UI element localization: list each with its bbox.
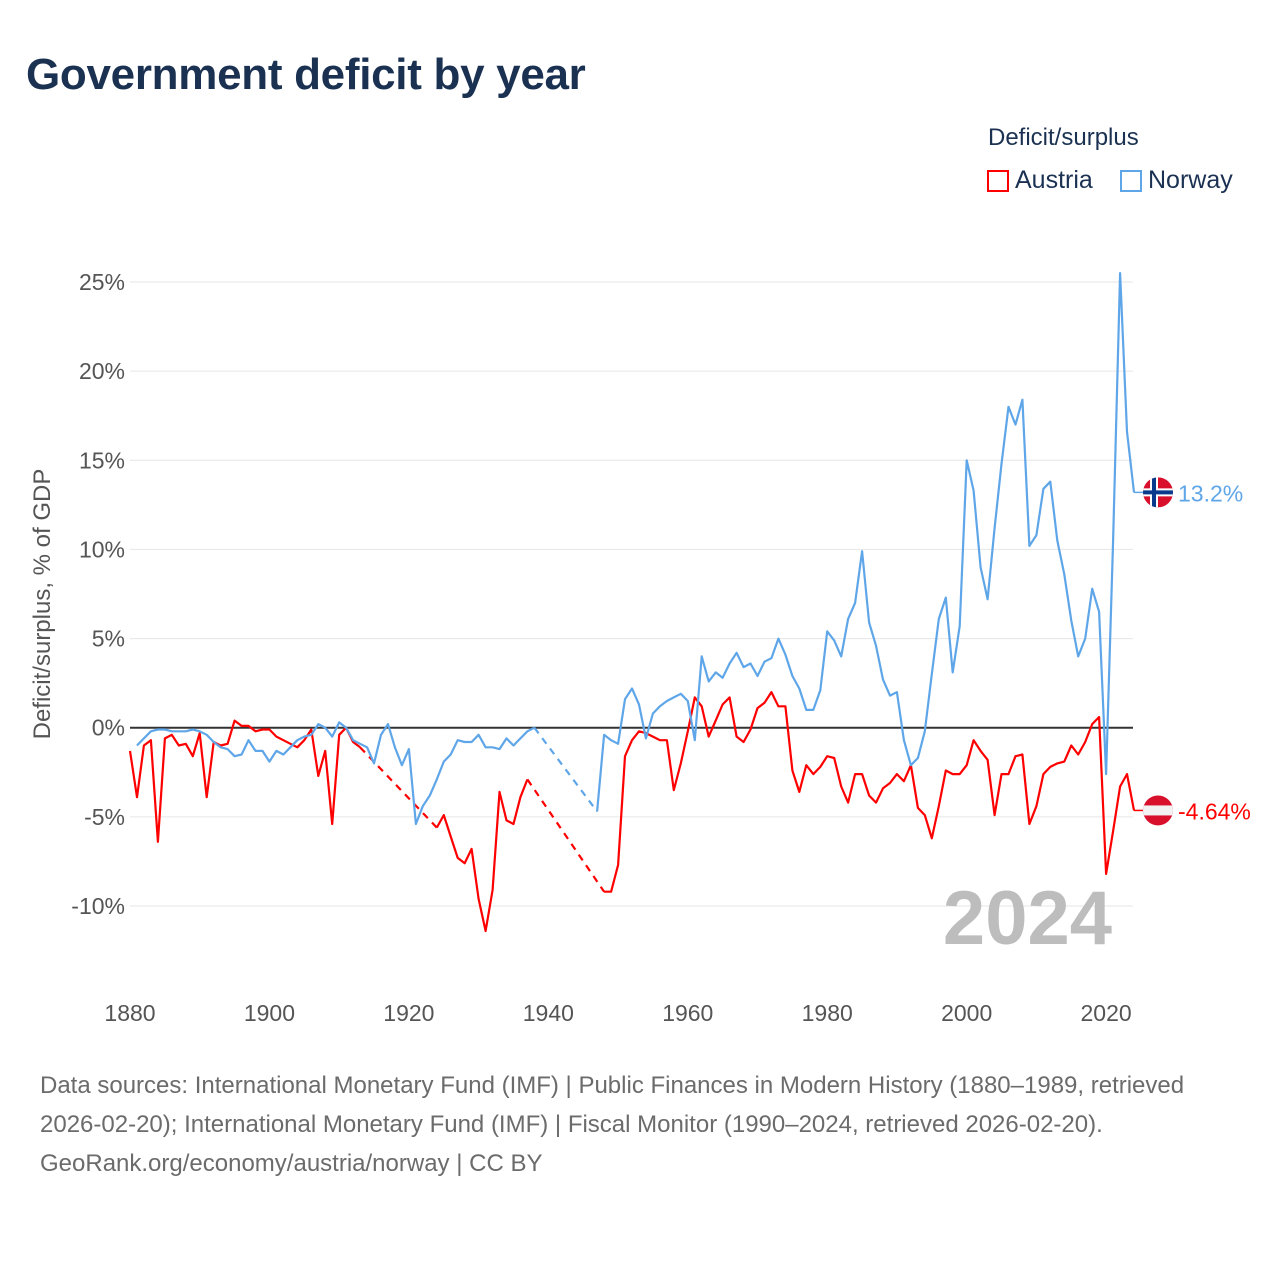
- y-tick-label: 15%: [79, 447, 125, 473]
- y-tick-label: 25%: [79, 269, 125, 295]
- legend-label: Austria: [1015, 166, 1093, 194]
- x-tick-label: 1980: [802, 1000, 853, 1026]
- austria-line-segment: [435, 778, 529, 933]
- year-watermark: 2024: [943, 876, 1112, 961]
- data-sources: Data sources: International Monetary Fun…: [40, 1072, 1185, 1138]
- y-tick-label: 0%: [92, 715, 125, 741]
- austria-line-segment: [128, 719, 361, 843]
- austria-line-segment: [604, 690, 1136, 893]
- legend-swatch-austria: [987, 169, 1009, 192]
- x-tick-label: 1940: [523, 1000, 574, 1026]
- credit-link[interactable]: GeoRank.org/economy/austria/norway | CC …: [40, 1150, 543, 1177]
- y-tick-label: 5%: [92, 626, 125, 652]
- legend-swatch-norway: [1120, 169, 1142, 192]
- norway-line-segment: [136, 721, 535, 826]
- y-tick-labels: 25% 20% 15% 10% 5% 0% -5% -10%: [71, 269, 125, 919]
- norway-flag-icon: [1143, 477, 1173, 508]
- x-tick-labels: 1880 1900 1920 1940 1960 1980 2000 2020: [104, 1000, 1131, 1026]
- x-tick-label: 1900: [244, 1000, 295, 1026]
- x-tick-label: 2000: [941, 1000, 992, 1026]
- norway-gap-connector: [533, 727, 599, 813]
- series-lines: [128, 272, 1136, 933]
- austria-gap-connector: [526, 778, 606, 893]
- y-tick-label: 20%: [79, 358, 125, 384]
- austria-end-value: -4.64%: [1178, 798, 1251, 824]
- end-labels: -4.64% 13.2%: [1134, 477, 1251, 826]
- legend-title: Deficit/surplus: [988, 124, 1139, 151]
- footer: Data sources: International Monetary Fun…: [40, 1066, 1240, 1183]
- gridlines: [130, 281, 1133, 907]
- y-tick-label: 10%: [79, 536, 125, 562]
- x-tick-label: 1920: [383, 1000, 434, 1026]
- x-tick-label: 2020: [1081, 1000, 1132, 1026]
- y-axis-label: Deficit/surplus, % of GDP: [29, 469, 56, 740]
- y-tick-label: -10%: [71, 893, 125, 919]
- y-tick-label: -5%: [84, 804, 125, 830]
- x-tick-label: 1880: [104, 1000, 155, 1026]
- austria-flag-icon: [1143, 795, 1173, 826]
- norway-line-segment: [596, 272, 1136, 812]
- legend-item-norway[interactable]: Norway: [1120, 166, 1233, 195]
- legend-label: Norway: [1148, 166, 1233, 194]
- x-tick-label: 1960: [662, 1000, 713, 1026]
- legend-item-austria[interactable]: Austria: [987, 166, 1093, 195]
- series-norway: [136, 272, 1136, 826]
- norway-end-value: 13.2%: [1178, 480, 1243, 506]
- chart-title: Government deficit by year: [26, 50, 586, 99]
